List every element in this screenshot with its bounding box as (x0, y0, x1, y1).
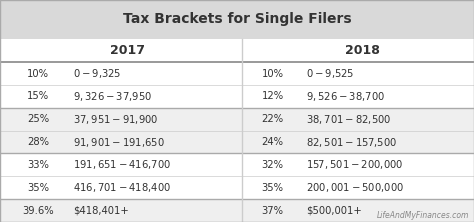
Text: $416,701-$418,400: $416,701-$418,400 (73, 181, 172, 194)
Text: 32%: 32% (262, 160, 283, 170)
Text: 2018: 2018 (345, 44, 380, 57)
Text: 22%: 22% (262, 114, 283, 124)
Text: Tax Brackets for Single Filers: Tax Brackets for Single Filers (123, 12, 351, 26)
Text: 25%: 25% (27, 114, 49, 124)
FancyBboxPatch shape (0, 131, 474, 153)
Text: 10%: 10% (262, 69, 283, 79)
FancyBboxPatch shape (0, 199, 474, 222)
FancyBboxPatch shape (0, 62, 474, 85)
Text: $157,501-$200,000: $157,501-$200,000 (306, 159, 403, 171)
Text: $0-$9,325: $0-$9,325 (73, 67, 122, 80)
Text: LifeAndMyFinances.com: LifeAndMyFinances.com (377, 211, 469, 220)
Text: $500,001+: $500,001+ (306, 206, 362, 216)
Text: $82,501-$157,500: $82,501-$157,500 (306, 136, 397, 149)
Text: 37%: 37% (262, 206, 283, 216)
Text: $200,001-$500,000: $200,001-$500,000 (306, 181, 404, 194)
Text: 24%: 24% (262, 137, 283, 147)
Text: $9,326-$37,950: $9,326-$37,950 (73, 90, 153, 103)
Text: 35%: 35% (262, 183, 283, 193)
Text: $9,526-$38,700: $9,526-$38,700 (306, 90, 385, 103)
Text: 35%: 35% (27, 183, 49, 193)
FancyBboxPatch shape (0, 176, 474, 199)
Text: $37,951-$91,900: $37,951-$91,900 (73, 113, 159, 126)
Text: 15%: 15% (27, 91, 49, 101)
Text: 12%: 12% (262, 91, 283, 101)
Text: $191,651-$416,700: $191,651-$416,700 (73, 159, 172, 171)
Text: $38,701-$82,500: $38,701-$82,500 (306, 113, 391, 126)
FancyBboxPatch shape (0, 153, 474, 176)
Text: $0-$9,525: $0-$9,525 (306, 67, 354, 80)
FancyBboxPatch shape (0, 0, 474, 39)
FancyBboxPatch shape (0, 39, 474, 62)
FancyBboxPatch shape (0, 85, 474, 108)
Text: $418,401+: $418,401+ (73, 206, 129, 216)
Text: 39.6%: 39.6% (22, 206, 54, 216)
Text: 2017: 2017 (110, 44, 146, 57)
Text: 33%: 33% (27, 160, 49, 170)
Text: 10%: 10% (27, 69, 49, 79)
Text: 28%: 28% (27, 137, 49, 147)
FancyBboxPatch shape (0, 108, 474, 131)
Text: $91,901-$191,650: $91,901-$191,650 (73, 136, 165, 149)
